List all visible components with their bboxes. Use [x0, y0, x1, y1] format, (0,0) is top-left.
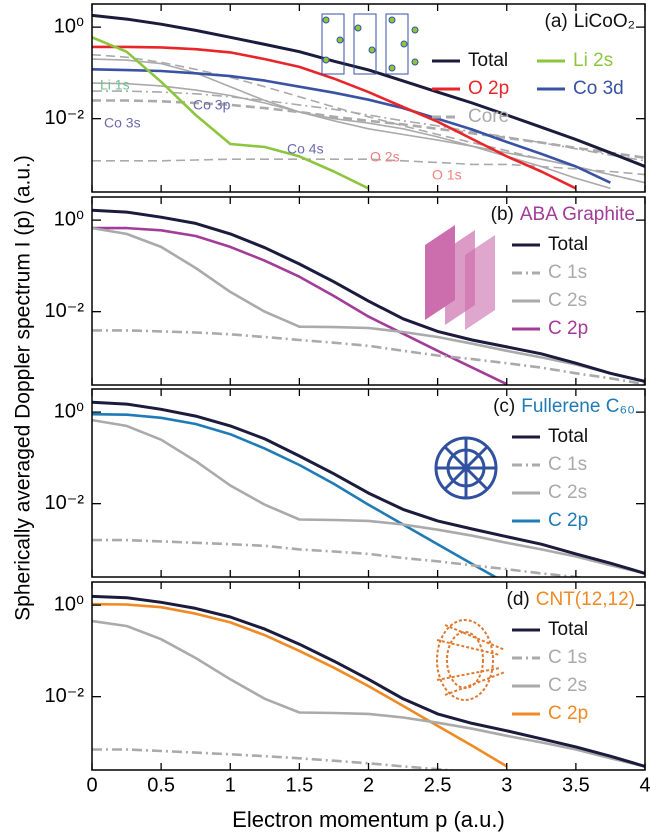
curve-annotation: Li 1s — [100, 77, 130, 93]
legend-label: Total — [548, 619, 588, 640]
core-curve — [92, 58, 611, 190]
panel-label: (b) — [491, 204, 514, 225]
x-tick-label: 3 — [501, 774, 512, 796]
panel-name: LiCoO₂ — [574, 11, 635, 32]
series-line — [92, 538, 587, 577]
legend-label: Co 3d — [573, 78, 624, 99]
curve-annotation: Co 3p — [193, 97, 231, 113]
legend-label: Li 2s — [573, 50, 613, 71]
legend-label: C 1s — [548, 454, 587, 475]
licoo2-icon — [321, 13, 419, 75]
y-tick-label: 10⁰ — [54, 400, 84, 422]
x-tick-label: 0.5 — [147, 774, 175, 796]
series-line — [92, 412, 498, 577]
panel-title: (b) ABA Graphite — [491, 204, 635, 225]
legend-label: Core — [468, 106, 509, 127]
x-tick-label: 2.5 — [424, 774, 452, 796]
legend-label: Total — [468, 50, 508, 71]
curve-annotation: Co 3s — [104, 115, 141, 131]
series-line — [92, 400, 645, 575]
series-line — [92, 329, 645, 385]
y-tick-label: 10⁻² — [45, 107, 85, 129]
series-line — [92, 418, 645, 575]
panel-label: (a) — [545, 11, 568, 32]
x-tick-label: 1.5 — [285, 774, 313, 796]
core-curve — [92, 158, 645, 176]
series-line — [92, 45, 577, 190]
panel: 10⁰ 10⁻² (c) Fullerene C₆₀ Total C 1s C 2s C 2p — [45, 388, 646, 578]
x-tick-label: 3.5 — [562, 774, 590, 796]
legend-label: Total — [548, 426, 588, 447]
core-curve — [92, 82, 645, 184]
panel-name: Fullerene C₆₀ — [521, 396, 635, 417]
panel-label: (c) — [493, 396, 515, 417]
legend-label: C 1s — [548, 647, 587, 668]
plot-area — [92, 594, 645, 770]
curve-annotation: O 1s — [432, 167, 462, 183]
legend-label: C 2p — [548, 703, 588, 724]
panel-label: (d) — [507, 589, 530, 610]
legend-label: C 2s — [548, 290, 587, 311]
curve-annotation: Co 4s — [287, 141, 324, 157]
legend-label: O 2p — [468, 78, 509, 99]
series-line — [92, 226, 508, 385]
x-tick-label: 1 — [225, 774, 236, 796]
nanotube-icon — [436, 619, 506, 701]
legend-label: Total — [548, 234, 588, 255]
series-line — [92, 602, 508, 768]
core-curve — [92, 90, 645, 162]
series-line — [92, 68, 611, 184]
y-tick-label: 10⁻² — [45, 300, 85, 322]
plot-area — [92, 208, 645, 385]
panel-name: CNT(12,12) — [536, 589, 635, 610]
x-tick-label: 4 — [639, 774, 650, 796]
y-tick-label: 10⁻² — [45, 492, 85, 514]
series-line — [92, 594, 645, 768]
x-axis-label: Electron momentum p (a.u.) — [232, 807, 505, 832]
series-line — [92, 36, 370, 190]
series-line — [92, 208, 645, 383]
y-axis-label: Spherically averaged Doppler spectrum I … — [12, 155, 35, 621]
series-line — [92, 619, 645, 768]
panel: 0 0.5 1 1.5 2 2.5 3 3.5 4 10⁰ 10⁻² (d) CNT(12,12) Tot… — [45, 581, 650, 832]
graphite-icon — [425, 225, 495, 330]
series-line — [92, 226, 645, 383]
y-tick-label: 10⁰ — [54, 208, 84, 230]
core-curve — [92, 53, 645, 184]
y-tick-label: 10⁰ — [54, 593, 84, 615]
curve-annotation: O 2s — [370, 149, 400, 165]
plot-area — [92, 13, 645, 190]
structure-icons — [321, 13, 506, 701]
series-line — [92, 13, 645, 168]
panel: 10⁰ 10⁻² (b) ABA Graphite Total C 1s C 2s C 2p — [45, 196, 646, 386]
panel-title: (c) Fullerene C₆₀ — [493, 396, 635, 417]
legend-label: C 2p — [548, 510, 588, 531]
panel-name: ABA Graphite — [520, 204, 635, 225]
x-tick-label: 2 — [363, 774, 374, 796]
y-tick-label: 10⁻² — [45, 685, 85, 707]
legend-label: C 2s — [548, 482, 587, 503]
legend-label: C 2p — [548, 318, 588, 339]
x-tick-label: 0 — [86, 774, 97, 796]
legend-label: C 2s — [548, 675, 587, 696]
y-tick-label: 10⁰ — [54, 15, 84, 37]
panel-title: (d) CNT(12,12) — [507, 589, 635, 610]
fullerene-icon — [434, 436, 498, 500]
legend-label: C 1s — [548, 262, 587, 283]
plot-area — [92, 400, 645, 577]
panel-title: (a) LiCoO₂ — [545, 11, 635, 32]
